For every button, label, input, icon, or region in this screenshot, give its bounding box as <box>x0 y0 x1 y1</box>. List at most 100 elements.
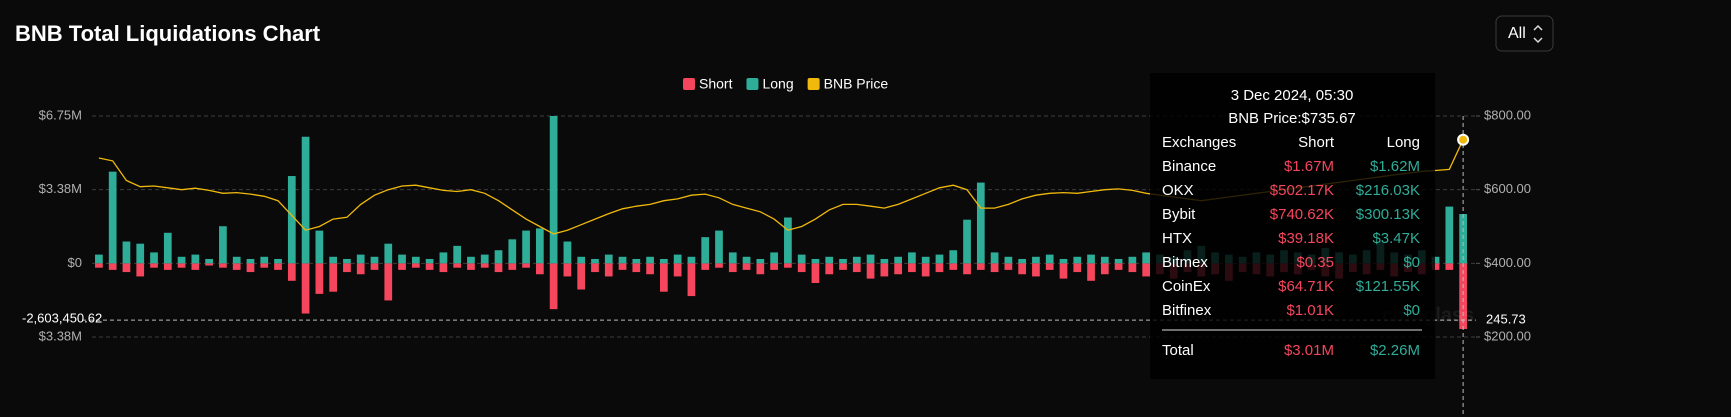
tooltip-cell: $1.67M <box>1284 158 1334 175</box>
bar <box>660 258 668 264</box>
y-tick-label: $3.38M <box>39 181 82 196</box>
tooltip-cell: $300.13K <box>1356 206 1420 223</box>
bar <box>811 263 820 283</box>
bar <box>287 176 296 264</box>
bar <box>990 263 999 273</box>
bar <box>425 258 434 264</box>
bar <box>618 256 627 264</box>
y-tick-label: $0 <box>68 255 82 270</box>
tooltip-cell: $0 <box>1403 302 1420 319</box>
tooltip-cell: $0.35 <box>1296 254 1334 271</box>
bar <box>1073 256 1082 264</box>
bar <box>687 263 696 297</box>
bar <box>150 263 158 268</box>
bar <box>205 258 213 264</box>
bar <box>480 254 489 264</box>
bar <box>935 254 944 264</box>
bar <box>563 241 572 264</box>
bar <box>425 263 434 270</box>
bar <box>701 263 710 270</box>
tooltip-date: 3 Dec 2024, 05:30 <box>1231 87 1354 104</box>
bar <box>1431 256 1440 264</box>
bar <box>315 263 324 294</box>
bar <box>921 263 930 277</box>
bar <box>508 263 517 270</box>
bar <box>976 182 985 264</box>
bar <box>356 263 365 275</box>
bar <box>494 263 503 273</box>
bar <box>522 263 530 268</box>
bar <box>756 263 765 275</box>
bar <box>1073 263 1082 273</box>
bar <box>301 263 310 314</box>
bar <box>880 263 889 277</box>
bar <box>150 252 158 264</box>
bar <box>1142 252 1151 264</box>
bar <box>591 258 599 264</box>
bar <box>136 243 145 264</box>
bar <box>1114 263 1123 270</box>
bar <box>1142 263 1151 277</box>
tooltip-cell: $3.47K <box>1372 230 1420 247</box>
bar <box>935 263 944 273</box>
y2-tick-label: $200.00 <box>1484 328 1531 343</box>
bar <box>963 219 971 264</box>
bar <box>1459 263 1467 330</box>
bar <box>315 230 324 264</box>
bar <box>1087 263 1095 281</box>
bar <box>356 254 365 264</box>
tooltip: 3 Dec 2024, 05:30 BNB Price:$735.67 Exchan… <box>1150 73 1435 379</box>
bar <box>411 256 420 264</box>
bar <box>825 256 834 264</box>
bar <box>1045 263 1054 270</box>
bar <box>673 263 682 277</box>
bar <box>839 258 847 264</box>
bar <box>673 254 682 264</box>
bar <box>467 263 475 270</box>
bar <box>1004 263 1013 270</box>
bar <box>825 263 834 275</box>
bar <box>1045 254 1054 264</box>
bar <box>797 254 806 264</box>
bar <box>1018 258 1027 264</box>
bar <box>908 263 916 273</box>
legend-swatch <box>807 78 820 90</box>
bar <box>163 232 172 264</box>
bar <box>1059 258 1068 264</box>
bar <box>343 258 351 264</box>
bar <box>784 263 792 268</box>
bar <box>370 256 379 264</box>
y2-tick-label: $400.00 <box>1484 255 1531 270</box>
range-button[interactable]: All <box>1495 15 1554 52</box>
bar <box>921 256 930 264</box>
chevron-icon[interactable] <box>1533 24 1543 44</box>
bar <box>522 230 530 264</box>
bar <box>439 263 448 273</box>
button-label[interactable]: All <box>1508 25 1526 42</box>
tooltip-cell: Bybit <box>1162 206 1196 223</box>
bar <box>232 256 241 264</box>
bar <box>577 263 586 290</box>
bar <box>343 263 351 273</box>
bar <box>95 254 103 264</box>
bar <box>990 252 999 264</box>
bar <box>949 250 958 264</box>
bar <box>163 263 172 270</box>
bar <box>1100 263 1109 275</box>
tooltip-cell: $1.01K <box>1286 302 1334 319</box>
bar <box>398 263 406 270</box>
bar <box>246 263 255 273</box>
bar <box>591 263 599 273</box>
bar <box>894 256 902 264</box>
bar <box>756 258 765 264</box>
bar <box>811 258 820 264</box>
bar <box>1445 206 1454 264</box>
bar <box>976 263 985 270</box>
bar <box>439 252 448 264</box>
bar <box>108 263 117 270</box>
crosshair-y-label: -2,603,450.62 <box>22 311 102 326</box>
tooltip-cell: $39.18K <box>1278 230 1334 247</box>
legend-swatch <box>746 78 759 90</box>
bar <box>205 263 213 266</box>
bar <box>136 263 145 277</box>
